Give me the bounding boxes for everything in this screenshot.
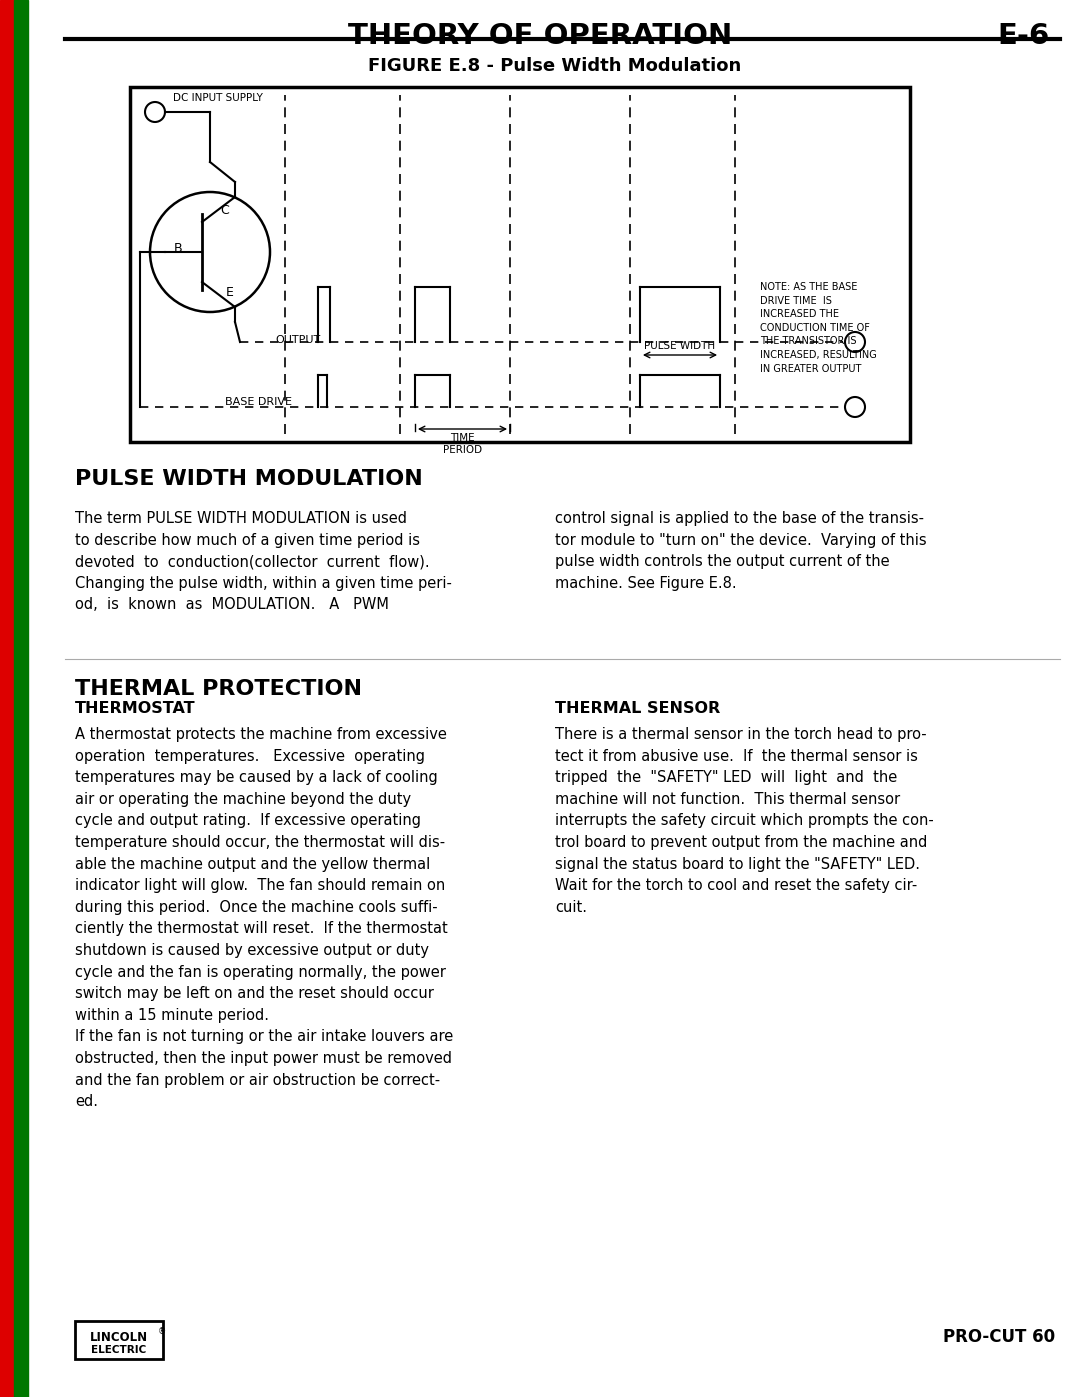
- Bar: [130, 87, 910, 441]
- Text: E-6: E-6: [998, 22, 1050, 50]
- Text: The term PULSE WIDTH MODULATION is used
to describe how much of a given time per: The term PULSE WIDTH MODULATION is used …: [75, 511, 451, 612]
- Bar: [75, 1322, 163, 1359]
- Text: Return to Master TOC: Return to Master TOC: [16, 604, 26, 690]
- Text: Return to Section TOC: Return to Section TOC: [2, 183, 12, 271]
- Text: NOTE: AS THE BASE
DRIVE TIME  IS
INCREASED THE
CONDUCTION TIME OF
THE TRANSISTOR: NOTE: AS THE BASE DRIVE TIME IS INCREASE…: [760, 282, 877, 373]
- Text: A thermostat protects the machine from excessive
operation  temperatures.   Exce: A thermostat protects the machine from e…: [75, 726, 454, 1109]
- Text: PRO-CUT 60: PRO-CUT 60: [943, 1329, 1055, 1345]
- Text: BASE DRIVE: BASE DRIVE: [225, 397, 292, 407]
- Text: B: B: [174, 242, 183, 254]
- Text: There is a thermal sensor in the torch head to pro-
tect it from abusive use.  I: There is a thermal sensor in the torch h…: [555, 726, 934, 915]
- Text: ELECTRIC: ELECTRIC: [92, 1345, 147, 1355]
- Text: THEORY OF OPERATION: THEORY OF OPERATION: [348, 22, 732, 50]
- Text: Return to Master TOC: Return to Master TOC: [16, 1044, 26, 1130]
- Text: E: E: [226, 285, 234, 299]
- Text: Return to Section TOC: Return to Section TOC: [2, 982, 12, 1071]
- Text: PULSE WIDTH MODULATION: PULSE WIDTH MODULATION: [75, 469, 422, 489]
- Text: THERMOSTAT: THERMOSTAT: [75, 701, 195, 717]
- Text: THERMAL PROTECTION: THERMAL PROTECTION: [75, 679, 362, 698]
- Text: DC INPUT SUPPLY: DC INPUT SUPPLY: [173, 94, 262, 103]
- Text: TIME
PERIOD: TIME PERIOD: [443, 433, 482, 454]
- Text: PULSE WIDTH: PULSE WIDTH: [645, 341, 716, 351]
- Text: control signal is applied to the base of the transis-
tor module to "turn on" th: control signal is applied to the base of…: [555, 511, 927, 591]
- Text: Return to Master TOC: Return to Master TOC: [16, 233, 26, 320]
- Text: Return to Section TOC: Return to Section TOC: [2, 553, 12, 641]
- Text: THERMAL SENSOR: THERMAL SENSOR: [555, 701, 720, 717]
- Text: FIGURE E.8 - Pulse Width Modulation: FIGURE E.8 - Pulse Width Modulation: [368, 57, 742, 75]
- Text: ®: ®: [158, 1327, 166, 1336]
- Bar: [0, 0, 14, 1397]
- Text: OUTPUT: OUTPUT: [275, 335, 321, 345]
- Text: C: C: [220, 204, 229, 217]
- Bar: [14, 0, 28, 1397]
- Text: LINCOLN: LINCOLN: [90, 1331, 148, 1344]
